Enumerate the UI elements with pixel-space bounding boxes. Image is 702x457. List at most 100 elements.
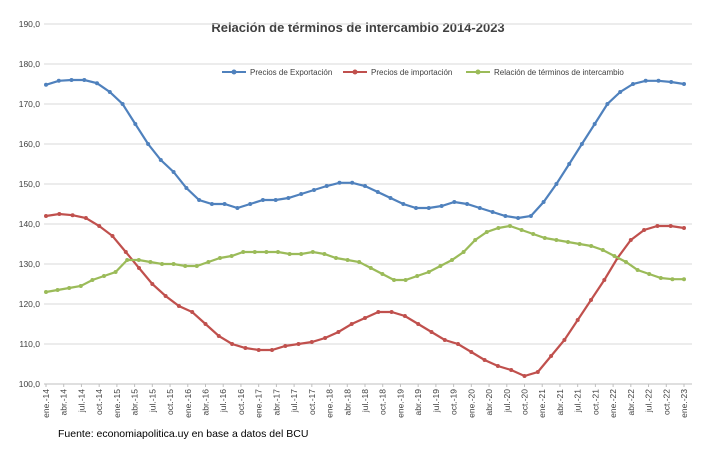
data-point: [276, 250, 280, 254]
data-point: [554, 238, 559, 242]
data-point: [137, 266, 141, 270]
data-point: [222, 202, 227, 206]
x-tick-label: oct.-19: [449, 389, 459, 415]
data-point: [469, 350, 474, 354]
x-tick-label: oct.-14: [94, 389, 104, 415]
data-point: [296, 342, 301, 346]
data-point: [542, 236, 547, 240]
data-point: [183, 264, 188, 268]
x-tick-label: jul.-21: [573, 389, 583, 413]
data-point: [465, 202, 470, 206]
data-point: [197, 198, 202, 202]
data-point: [312, 188, 316, 192]
series-1: [44, 78, 686, 220]
data-point: [602, 278, 607, 282]
data-point: [438, 264, 443, 268]
data-point: [44, 82, 48, 87]
data-point: [102, 274, 106, 278]
data-point: [310, 250, 315, 254]
data-point: [324, 184, 329, 188]
data-point: [270, 348, 274, 352]
data-point: [82, 78, 87, 82]
x-tick-label: jul.-17: [289, 389, 299, 413]
data-point: [146, 142, 151, 146]
gridlines: [44, 23, 692, 385]
data-point: [575, 318, 580, 322]
data-point: [56, 78, 61, 83]
data-point: [44, 214, 48, 218]
data-point: [158, 158, 163, 162]
y-tick-label: 100,0: [19, 379, 41, 389]
data-point: [299, 252, 304, 256]
data-point: [554, 182, 559, 186]
data-point: [194, 264, 199, 268]
x-axis: ene.-14 abr.-14 jul.-14 oct.-14 ene.-15 abr.-…: [41, 383, 692, 418]
data-point: [549, 354, 554, 358]
data-point: [44, 290, 48, 294]
data-point: [286, 196, 291, 200]
data-point: [203, 322, 208, 326]
data-point: [95, 81, 99, 86]
data-point: [376, 310, 381, 314]
x-tick-label: jul.-14: [76, 389, 86, 413]
y-tick-label: 130,0: [19, 259, 41, 269]
x-tick-label: ene.-22: [608, 389, 618, 418]
data-point: [628, 238, 633, 242]
data-point: [392, 278, 396, 282]
x-tick-label: abr.-21: [555, 389, 565, 416]
data-point: [229, 254, 234, 258]
data-point: [670, 277, 675, 282]
data-point: [70, 213, 75, 218]
x-tick-label: ene.-23: [679, 389, 689, 418]
data-point: [171, 170, 176, 174]
data-point: [592, 122, 597, 126]
x-tick-label: oct.-17: [307, 389, 317, 415]
x-tick-label: jul.-16: [218, 389, 228, 413]
data-point: [322, 252, 327, 256]
legend-label: Relación de términos de intercambio: [494, 68, 624, 77]
series-3: [44, 224, 686, 294]
data-point: [190, 310, 195, 314]
data-point: [416, 322, 421, 326]
data-point: [566, 240, 570, 244]
data-point: [426, 206, 431, 210]
data-point: [631, 82, 635, 86]
data-point: [133, 122, 138, 126]
data-point: [562, 338, 567, 342]
data-point: [612, 254, 617, 258]
x-tick-label: oct.-22: [661, 389, 671, 415]
data-point: [160, 262, 164, 266]
data-point: [235, 206, 240, 210]
data-point: [668, 224, 673, 228]
series-line: [45, 212, 685, 378]
data-point: [67, 286, 72, 290]
data-point: [380, 272, 385, 276]
data-point: [401, 202, 406, 206]
data-point: [402, 314, 407, 318]
data-point: [323, 336, 328, 340]
series-group: [44, 78, 686, 378]
x-tick-label: oct.-21: [590, 389, 600, 415]
data-point: [655, 224, 660, 228]
data-point: [363, 316, 367, 320]
x-tick-label: oct.-20: [520, 389, 530, 415]
data-point: [635, 268, 640, 272]
data-point: [184, 186, 189, 190]
data-point: [363, 184, 367, 188]
data-point: [535, 370, 540, 374]
data-point: [248, 202, 253, 206]
data-point: [163, 294, 168, 298]
data-point: [55, 288, 60, 292]
data-point: [473, 238, 478, 242]
data-point: [658, 276, 663, 280]
data-point: [125, 258, 130, 262]
data-point: [216, 334, 221, 338]
data-point: [656, 78, 661, 83]
data-point: [519, 228, 524, 232]
data-point: [522, 374, 527, 378]
data-point: [57, 212, 62, 216]
x-tick-label: abr.-18: [342, 389, 352, 416]
x-tick-label: abr.-22: [626, 389, 636, 416]
data-point: [218, 256, 222, 260]
x-tick-label: ene.-19: [395, 389, 405, 418]
